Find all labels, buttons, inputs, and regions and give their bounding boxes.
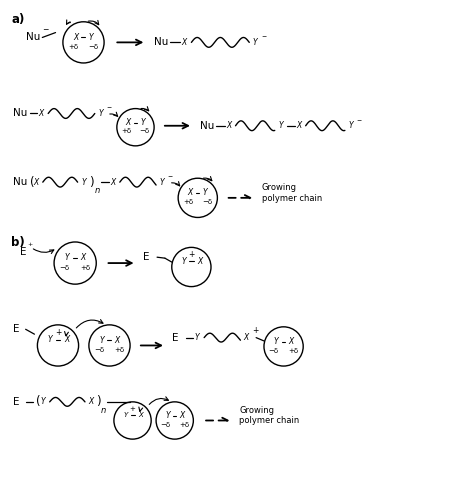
Text: +δ: +δ [179,422,189,428]
Text: X: X [188,188,193,198]
Text: E: E [13,397,19,407]
Text: −: − [356,117,362,122]
Text: −: − [261,34,266,39]
Text: −δ: −δ [140,128,150,134]
Text: X: X [73,33,78,42]
Text: X: X [288,337,294,346]
Text: X: X [88,397,93,406]
Text: X: X [126,118,131,127]
Text: (: ( [36,395,41,408]
Text: +: + [27,242,32,247]
Text: X: X [296,121,301,130]
Text: Y: Y [100,336,104,345]
Text: −δ: −δ [94,347,104,353]
Text: (: ( [29,175,34,188]
Text: Y: Y [253,38,257,47]
Text: X: X [226,121,231,130]
Text: a): a) [11,13,25,26]
Text: Nu: Nu [200,121,215,131]
Text: Y: Y [140,118,145,127]
Text: +δ: +δ [183,199,193,205]
Text: Y: Y [160,178,164,187]
Text: −: − [106,105,111,109]
Text: b): b) [11,236,25,249]
Text: Nu: Nu [154,38,168,47]
Text: Y: Y [123,412,128,418]
Text: +δ: +δ [288,348,299,354]
Text: +: + [55,328,61,337]
Text: −δ: −δ [89,44,99,50]
Text: n: n [101,406,106,415]
Text: Y: Y [278,121,283,130]
Text: Y: Y [348,121,353,130]
Text: X: X [115,336,120,345]
Text: E: E [143,252,149,262]
Text: ): ) [89,175,93,188]
Text: −δ: −δ [60,265,70,271]
Text: ): ) [96,395,100,408]
Text: Nu: Nu [27,32,41,42]
Text: Y: Y [274,337,278,346]
Text: −δ: −δ [202,199,213,205]
Text: Y: Y [89,33,94,42]
Text: Growing
polymer chain: Growing polymer chain [239,406,300,425]
Text: X: X [179,411,184,420]
Text: Y: Y [98,109,103,118]
Text: E: E [172,333,179,343]
Text: X: X [64,335,69,344]
Text: +δ: +δ [81,265,91,271]
Text: X: X [197,257,202,266]
Text: Y: Y [48,335,53,344]
Text: −δ: −δ [269,348,279,354]
Text: −: − [167,173,173,178]
Text: +δ: +δ [68,44,78,50]
Text: n: n [95,187,100,196]
Text: Nu: Nu [13,177,27,187]
Text: −: − [42,26,48,35]
Text: E: E [19,247,26,257]
Text: Y: Y [81,178,86,187]
Text: Y: Y [203,188,208,198]
Text: X: X [81,254,86,262]
Text: +δ: +δ [121,128,131,134]
Text: Y: Y [65,254,70,262]
Text: +: + [129,406,136,412]
Text: −δ: −δ [160,422,171,428]
Text: X: X [181,38,186,47]
Text: E: E [13,324,19,335]
Text: +: + [188,250,195,259]
Text: X: X [244,333,249,342]
Text: X: X [110,178,116,187]
Text: +: + [252,326,259,335]
Text: Nu: Nu [13,108,27,119]
Text: Y: Y [182,257,186,266]
Text: Y: Y [40,397,45,406]
Text: +δ: +δ [115,347,125,353]
Text: X: X [33,178,38,187]
Text: X: X [138,412,143,418]
Text: X: X [39,109,44,118]
Text: Y: Y [195,333,200,342]
Text: Growing
polymer chain: Growing polymer chain [262,183,322,202]
Text: Y: Y [165,411,170,420]
